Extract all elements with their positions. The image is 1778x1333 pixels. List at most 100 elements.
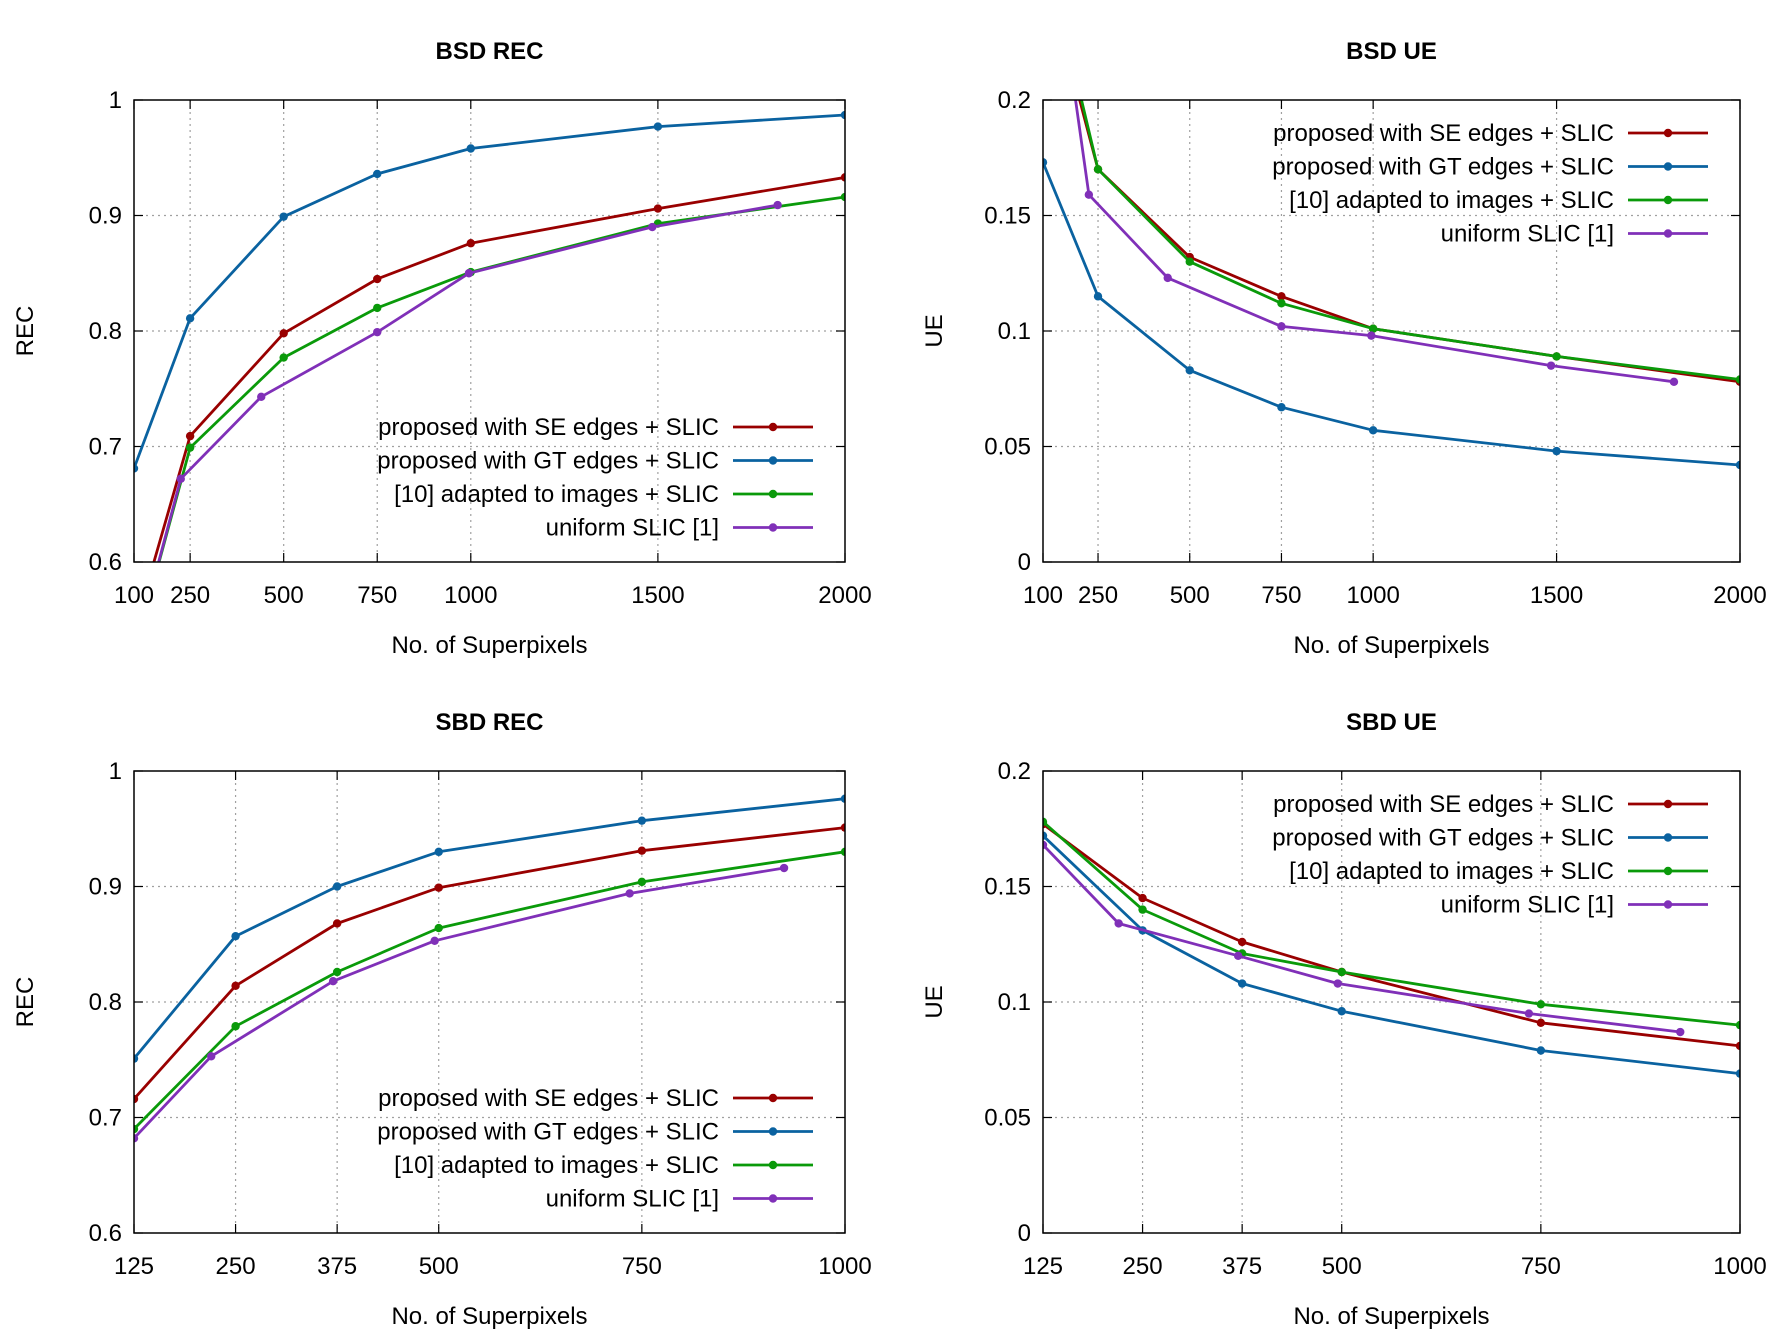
data-point-uniform [1277,322,1286,331]
data-point-proposed_gt [1735,460,1740,470]
grid [1043,771,1740,1233]
x-tick-label: 500 [264,582,304,609]
series-line-adapted [1043,820,1740,1027]
data-point-uniform [1669,377,1679,387]
y-tick-label: 0.8 [89,989,122,1016]
y-tick-label: 0 [1018,1220,1031,1247]
legend-marker-adapted [1663,866,1673,876]
legend-item: proposed with GT edges + SLIC [377,448,813,475]
data-point-proposed_gt [653,122,663,131]
data-point-proposed_gt [332,882,342,891]
y-tick-label: 0.6 [89,549,122,576]
y-tick-label: 0.05 [984,1105,1031,1132]
data-point-uniform [373,327,382,337]
data-point-proposed_se [1536,1018,1546,1027]
data-point-proposed_se [840,173,845,182]
x-tick-label: 250 [1123,1253,1163,1280]
y-tick-label: 0.2 [998,87,1031,114]
data-point-proposed_gt [1552,446,1561,456]
data-point-uniform [328,977,338,986]
x-tick-label: 250 [216,1253,256,1280]
data-point-proposed_se [332,919,342,928]
y-tick-label: 0.6 [89,1220,122,1247]
legend-label: uniform SLIC [1] [546,515,719,542]
data-point-adapted [637,877,647,887]
legend-item: proposed with SE edges + SLIC [1273,120,1708,147]
y-tick-label: 1 [109,87,122,114]
data-point-adapted [1277,299,1286,308]
data-point-adapted [1536,1000,1546,1009]
data-point-uniform [134,1134,139,1143]
x-axis-label: No. of Superpixels [1293,632,1489,659]
plot-frame [133,770,846,1234]
legend-item: uniform SLIC [1] [1441,221,1708,248]
data-point-proposed_gt [1368,426,1378,435]
data-point-adapted [1735,375,1740,384]
data-point-uniform [1114,919,1123,928]
legend-marker-proposed_gt [1663,162,1673,171]
data-point-uniform [1163,273,1172,283]
plot-frame [1042,99,1741,563]
y-tick-label: 0.7 [89,1105,122,1132]
data-point-uniform [625,889,634,898]
x-tick-label: 375 [317,1253,357,1280]
x-tick-label: 100 [114,582,154,609]
data-point-proposed_se [1735,1041,1740,1051]
grid [134,100,845,562]
legend-label: proposed with GT edges + SLIC [1272,825,1614,852]
data-point-uniform [1233,951,1243,960]
x-tick-label: 250 [170,582,210,609]
data-point-adapted [840,192,845,202]
y-tick-label: 0.9 [89,874,122,901]
chart-panel-3: 125 250 375 500 750 1000 0.6 0.7 0.8 0.9 1 proposed… [12,709,872,1330]
series-line-uniform [134,866,785,1140]
x-axis-label: No. of Superpixels [1293,1303,1489,1330]
data-point-adapted [279,353,288,362]
data-point-uniform [773,200,782,210]
x-tick-label: 500 [1322,1253,1362,1280]
legend-label: [10] adapted to images + SLIC [1289,858,1614,885]
data-point-uniform [206,1052,216,1061]
data-point-uniform [176,474,185,484]
plot-frame [133,99,846,563]
data-point-adapted [373,303,382,313]
data-point-adapted [332,967,342,977]
legend-item: proposed with GT edges + SLIC [1272,825,1708,852]
x-tick-label: 750 [357,582,397,609]
legend-marker-proposed_se [1663,799,1673,809]
x-tick-label: 750 [1261,582,1301,609]
y-tick-label: 0.15 [984,203,1031,230]
data-point-adapted [134,1124,139,1134]
data-point-adapted [1337,967,1346,977]
data-point-adapted [1093,165,1103,174]
legend-label: proposed with SE edges + SLIC [378,1085,719,1112]
data-point-proposed_gt [1043,831,1048,840]
legend-item: proposed with SE edges + SLIC [378,1085,813,1112]
data-point-adapted [434,923,443,933]
data-point-uniform [1524,1009,1534,1018]
legend-label: proposed with SE edges + SLIC [1273,791,1614,818]
data-point-uniform [430,936,439,945]
x-tick-label: 2000 [818,582,871,609]
data-point-proposed_se [466,239,475,248]
data-point-adapted [1552,352,1561,361]
series-group [134,794,845,1143]
legend-item: [10] adapted to images + SLIC [1289,858,1708,885]
legend-item: [10] adapted to images + SLIC [394,1152,813,1179]
data-point-uniform [648,222,657,232]
data-point-uniform [1546,361,1556,370]
y-tick-label: 0.7 [89,434,122,461]
data-point-proposed_se [1138,893,1147,903]
data-point-proposed_se [279,329,288,338]
chart-title: BSD UE [1346,38,1437,65]
data-point-adapted [1735,1020,1740,1030]
y-tick-label: 0.05 [984,434,1031,461]
legend-label: proposed with SE edges + SLIC [378,414,719,441]
series-line-uniform [1043,843,1681,1034]
x-tick-label: 1000 [444,582,497,609]
data-point-adapted [185,443,195,452]
legend-item: proposed with SE edges + SLIC [1273,791,1708,818]
data-point-proposed_gt [1735,1069,1740,1078]
legend-marker-uniform [768,523,778,532]
legend-item: uniform SLIC [1] [546,515,813,542]
